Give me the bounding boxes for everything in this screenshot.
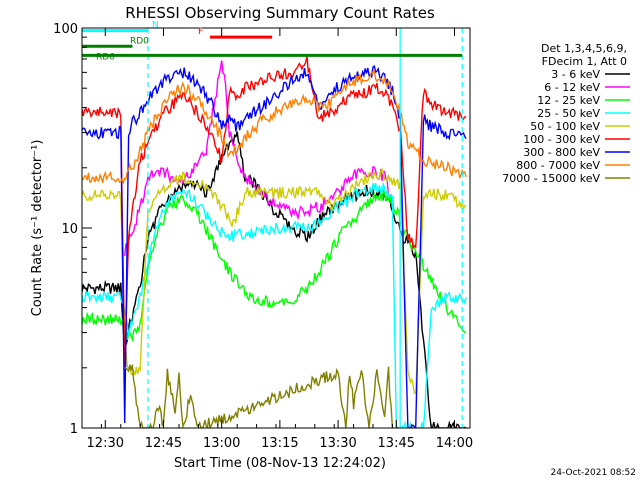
- legend-entry-label: 3 - 6 keV: [551, 68, 600, 81]
- x-tick-label: 13:45: [378, 436, 415, 451]
- series-line-800-7000-kev: [82, 68, 467, 185]
- legend-entry-label: 300 - 800 keV: [523, 146, 600, 159]
- series-line-6-12-kev: [124, 60, 394, 256]
- y-axis-label: Count Rate (s⁻¹ detector⁻¹): [30, 140, 45, 317]
- legend-header-line: FDecim 1, Att 0: [542, 55, 627, 68]
- series-line-100-300-kev: [82, 55, 467, 371]
- x-axis-label: Start Time (08-Nov-13 12:24:02): [174, 456, 386, 471]
- series-line-25-50-kev: [82, 181, 467, 428]
- x-tick-label: 13:30: [319, 436, 356, 451]
- legend-entry-label: 100 - 300 keV: [523, 133, 600, 146]
- legend-entry-label: 12 - 25 keV: [537, 94, 600, 107]
- series-line-3-6-kev: [82, 131, 467, 428]
- x-tick-label: 13:00: [203, 436, 240, 451]
- series-line-12-25-kev: [82, 188, 467, 343]
- legend-entry-label: 7000 - 15000 keV: [502, 172, 600, 185]
- annotation-label-f: F: [198, 27, 203, 37]
- annotation-label-rd6: RD6: [96, 52, 115, 62]
- y-tick-label: 10: [61, 222, 78, 237]
- chart-title: RHESSI Observing Summary Count Rates: [125, 4, 435, 22]
- legend-entry-label: 800 - 7000 keV: [516, 159, 600, 172]
- legend-entry-label: 6 - 12 keV: [544, 81, 600, 94]
- x-tick-label: 12:45: [145, 436, 182, 451]
- y-tick-label: 100: [53, 22, 78, 37]
- series-line-300-800-kev: [82, 64, 467, 428]
- series-line-50-100-kev: [82, 167, 467, 395]
- annotation-label-n: N: [152, 21, 159, 31]
- legend-entry-label: 50 - 100 keV: [530, 120, 600, 133]
- annotation-label-rd0: RD0: [130, 36, 149, 46]
- x-tick-label: 14:00: [436, 436, 473, 451]
- series-line-7000-15000-kev: [124, 364, 394, 428]
- render-timestamp: 24-Oct-2021 08:52: [551, 468, 636, 478]
- legend-entry-label: 25 - 50 keV: [537, 107, 600, 120]
- x-tick-label: 12:30: [87, 436, 124, 451]
- legend-header-line: Det 1,3,4,5,6,9,: [541, 42, 627, 55]
- x-tick-label: 13:15: [261, 436, 298, 451]
- y-tick-label: 1: [70, 422, 78, 437]
